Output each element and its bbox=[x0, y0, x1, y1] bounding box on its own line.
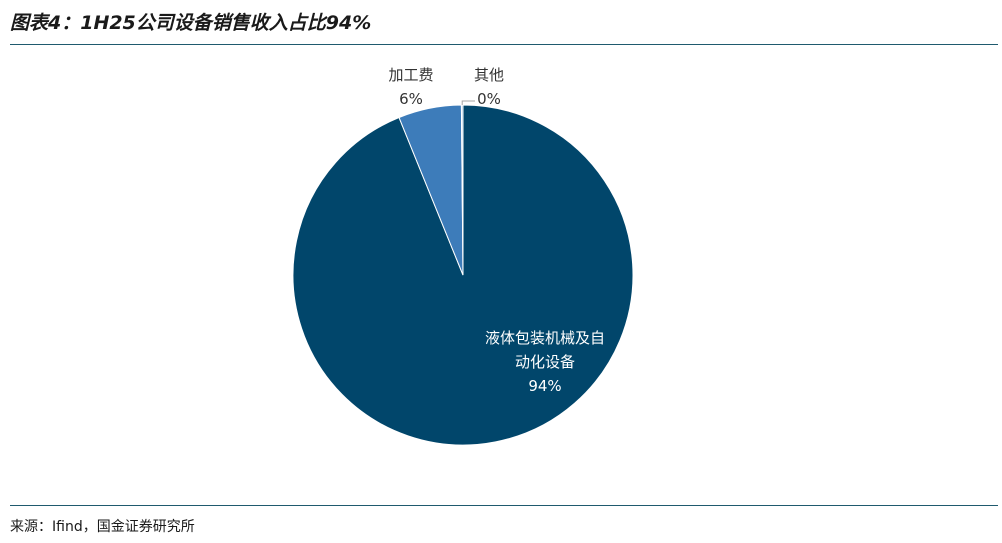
label-processing-fee-name-0: 加工费 bbox=[388, 66, 433, 84]
label-main-equipment-name-1: 动化设备 bbox=[515, 353, 575, 371]
source-note: 来源：Ifind，国金证券研究所 bbox=[10, 519, 195, 535]
label-processing-fee-pct: 6% bbox=[399, 90, 423, 108]
leader-line-other bbox=[461, 100, 475, 106]
label-other-pct: 0% bbox=[477, 90, 501, 108]
chart-title: 图表4：1H25公司设备销售收入占比94% bbox=[10, 12, 372, 34]
slice-other bbox=[460, 104, 464, 276]
label-main-equipment-name-0: 液体包装机械及自 bbox=[485, 329, 605, 347]
title-divider bbox=[10, 44, 998, 45]
label-other-name-0: 其他 bbox=[474, 66, 504, 84]
label-main-equipment-pct: 94% bbox=[528, 377, 561, 395]
source-divider bbox=[10, 505, 998, 506]
